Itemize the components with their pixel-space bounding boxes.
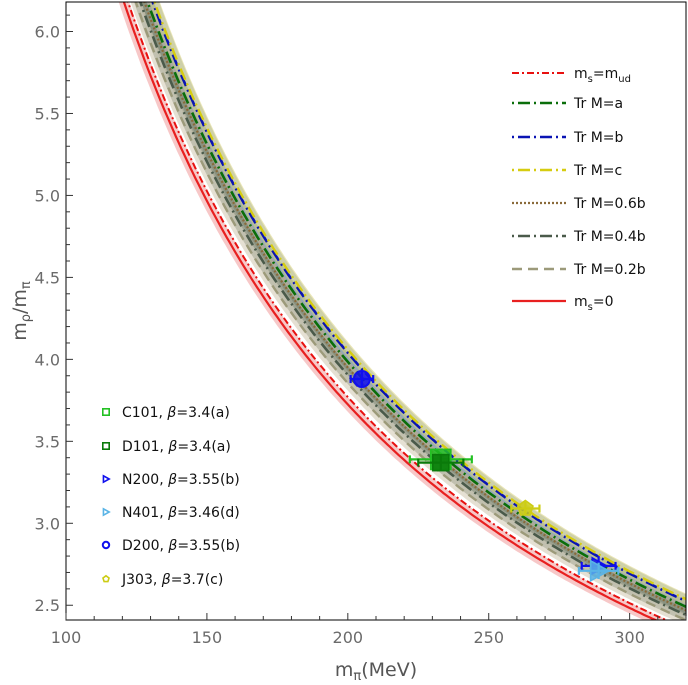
x-tick-label-150: 150 [192,628,223,647]
plot-svg: 100 150 200 250 300 2.5 3.0 3.5 4.0 4.5 5.0 5.5 6.0… [0,0,688,685]
legend-label-c101: C101, β=3.4(a) [122,405,230,421]
legend-label-trm-c: Tr M=c [573,163,622,179]
x-axis-title: mπ(MeV) [335,659,417,684]
legend-label-trm-0.4b: Tr M=0.4b [573,229,646,245]
y-tick-label-3.5: 3.5 [35,432,60,451]
legend-label-trm-0.2b: Tr M=0.2b [573,262,646,278]
legend-label-trm-b: Tr M=b [573,130,624,146]
x-tick-label-300: 300 [614,628,645,647]
legend-item-n401: N401, β=3.46(d) [103,505,239,521]
marker-d200-shape [354,371,370,387]
legend-label-d200: D200, β=3.55(b) [122,538,240,554]
legend-item-c101: C101, β=3.4(a) [103,405,230,421]
y-tick-label-5.5: 5.5 [35,104,60,123]
x-tick-label-250: 250 [473,628,504,647]
legend-label-n401: N401, β=3.46(d) [122,505,240,521]
y-tick-label-5.0: 5.0 [35,186,60,205]
legend-label-trm-a: Tr M=a [573,96,623,112]
legend-item-n200: N200, β=3.55(b) [103,472,239,488]
x-tick-label-200: 200 [333,628,364,647]
y-tick-label-4.0: 4.0 [35,350,60,369]
marker-d200 [354,371,370,387]
y-tick-label-4.5: 4.5 [35,268,60,287]
legend-label-trm-0.6b: Tr M=0.6b [573,196,646,212]
y-axis-title: mρ/mπ [9,281,34,341]
y-tick-label-6.0: 6.0 [35,23,60,42]
marker-d101-shape [433,455,449,471]
legend-label-n200: N200, β=3.55(b) [122,472,240,488]
x-tick-label-100: 100 [51,628,82,647]
chart: 100 150 200 250 300 2.5 3.0 3.5 4.0 4.5 5.0 5.5 6.0… [0,0,688,685]
y-tick-label-2.5: 2.5 [35,596,60,615]
marker-d101 [433,455,449,471]
legend-item-d200: D200, β=3.55(b) [103,538,240,554]
legend-label-d101: D101, β=3.4(a) [122,439,231,455]
legend-label-j303: J303, β=3.7(c) [121,572,223,588]
legend-item-d101: D101, β=3.4(a) [103,439,231,455]
y-tick-label-3.0: 3.0 [35,514,60,533]
